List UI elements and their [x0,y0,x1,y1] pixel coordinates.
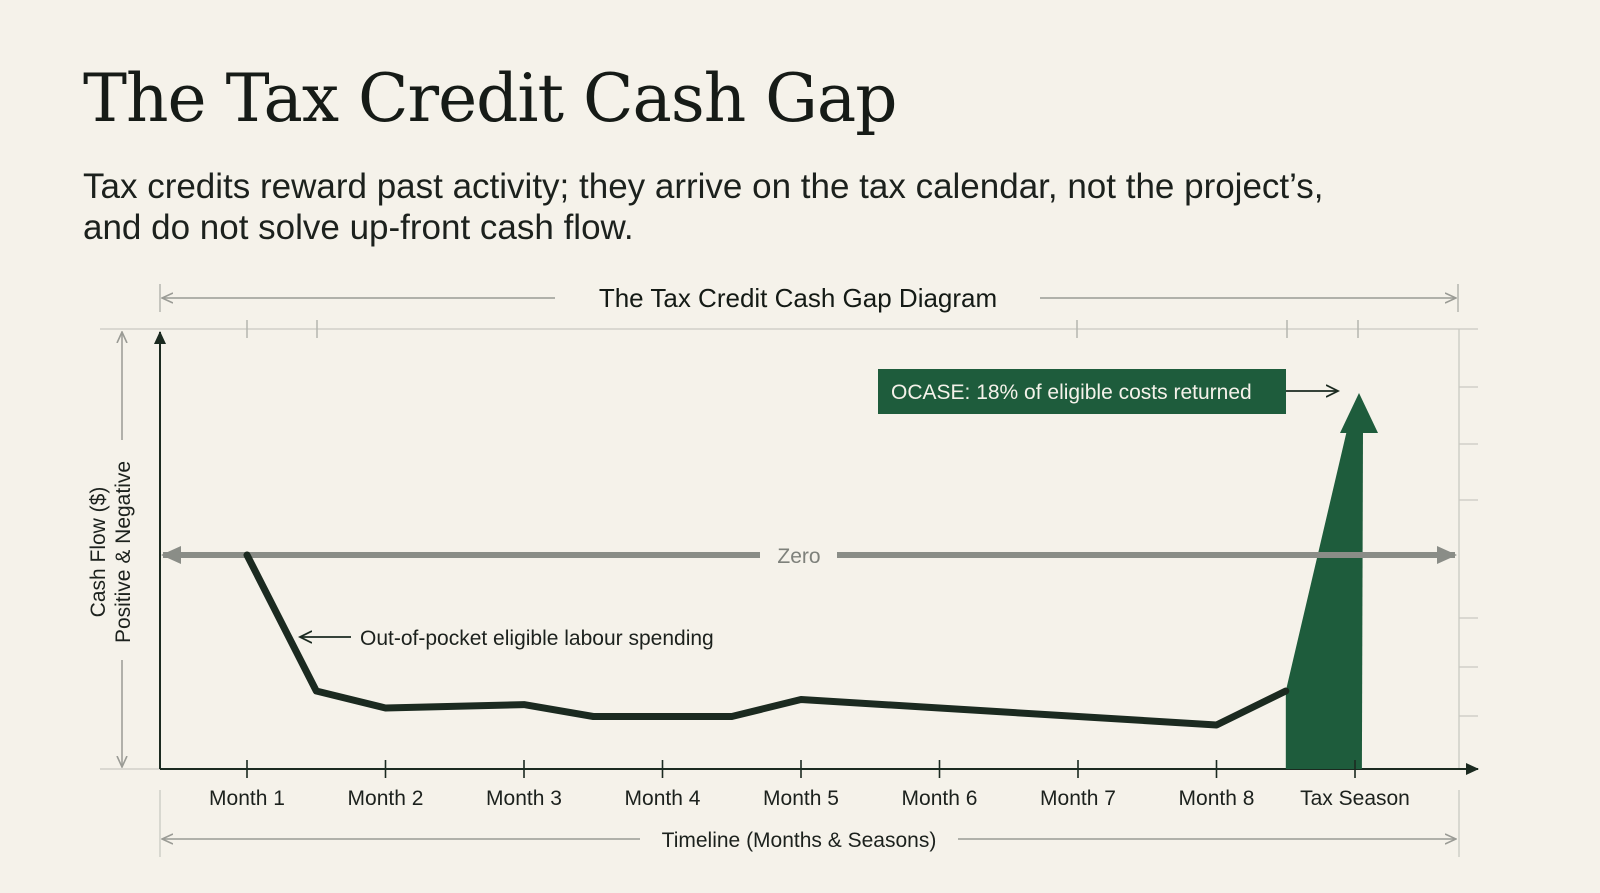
diagram-heading: The Tax Credit Cash Gap Diagram [599,283,997,313]
x-tick-label: Month 1 [209,787,285,810]
right-frame [1458,329,1478,769]
subtitle: Tax credits reward past activity; they a… [83,166,1533,248]
x-tick-label: Month 8 [1179,787,1255,810]
credit-spike-arrowhead [1340,393,1378,433]
x-tick-label: Month 6 [902,787,978,810]
diagram-heading-dimension: The Tax Credit Cash Gap Diagram [159,283,1459,313]
spending-annotation-text: Out-of-pocket eligible labour spending [360,627,714,650]
credit-annotation-box [878,369,1286,414]
subtitle-line-2: and do not solve up-front cash flow. [83,208,634,247]
subtitle-line-1: Tax credits reward past activity; they a… [83,167,1324,206]
x-tick-label: Month 2 [348,787,424,810]
credit-spike-body [1285,430,1363,769]
x-axis-ticks: Month 1 Month 2 Month 3 Month 4 Month 5 Month… [209,760,1410,810]
x-tick-label: Month 5 [763,787,839,810]
zero-label: Zero [777,545,820,568]
zero-line-group: Zero [161,545,1457,568]
spending-annotation: Out-of-pocket eligible labour spending [300,627,714,650]
x-axis-label: Timeline (Months & Seasons) [662,829,937,852]
x-tick-label: Month 7 [1040,787,1116,810]
x-axis-dimension: Timeline (Months & Seasons) [159,790,1460,857]
x-tick-label: Tax Season [1300,787,1410,810]
page-title: The Tax Credit Cash Gap [83,60,898,137]
cash-flow-line [243,551,1290,729]
y-axis-label-1: Cash Flow ($) [87,487,110,618]
y-axis-label-2: Positive & Negative [112,461,135,643]
x-tick-label: Month 3 [486,787,562,810]
x-tick-label: Month 4 [625,787,701,810]
credit-annotation: OCASE: 18% of eligible costs returned [878,369,1338,414]
credit-annotation-text: OCASE: 18% of eligible costs returned [891,381,1252,404]
credit-spike [1285,393,1378,769]
top-tick-marks [246,320,1359,338]
y-axis-dimension: Cash Flow ($) Positive & Negative [87,333,135,766]
